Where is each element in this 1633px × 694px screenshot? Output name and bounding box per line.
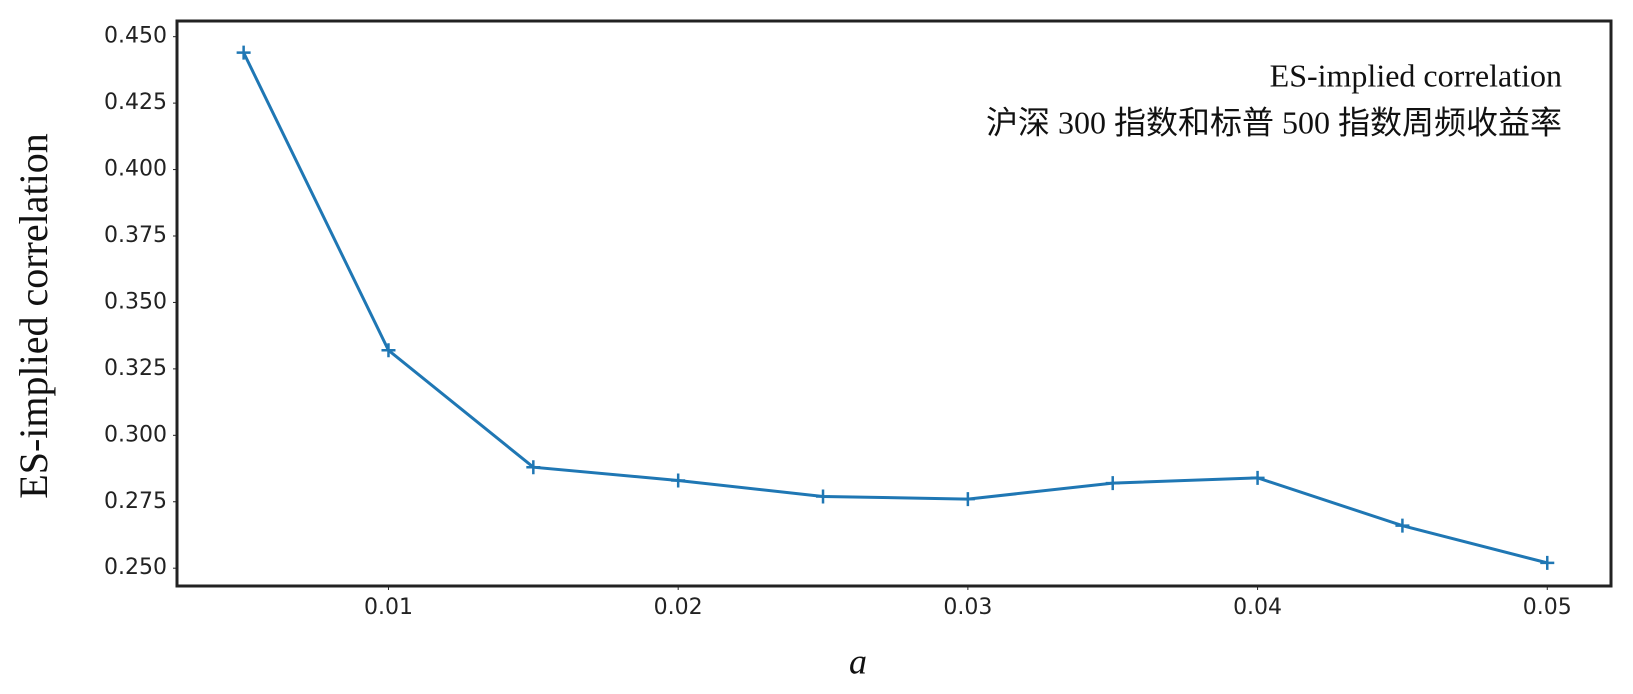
x-tick-label: 0.05 (1523, 595, 1572, 620)
y-tick-label: 0.375 (104, 223, 167, 248)
marker (381, 343, 396, 358)
x-tick-label: 0.03 (943, 595, 992, 620)
marker (236, 45, 251, 60)
annotation: 沪深 300 指数和标普 500 指数周频收益率 (986, 104, 1562, 140)
marker (1105, 476, 1120, 491)
x-axis-label: a (849, 641, 867, 681)
marker (1250, 470, 1265, 485)
marker (960, 492, 975, 507)
plot-frame (175, 19, 1613, 588)
marker (1395, 518, 1410, 533)
marker (671, 473, 686, 488)
marker (1540, 555, 1555, 570)
x-tick-label: 0.02 (654, 595, 703, 620)
x-tick-label: 0.01 (364, 595, 413, 620)
x-tick-label: 0.04 (1233, 595, 1282, 620)
y-tick-label: 0.400 (104, 157, 167, 182)
annotation: ES-implied correlation (1270, 57, 1562, 93)
y-tick-label: 0.250 (104, 555, 167, 580)
y-tick-label: 0.425 (104, 90, 167, 115)
y-tick-label: 0.300 (104, 422, 167, 447)
y-tick-label: 0.350 (104, 289, 167, 314)
y-tick-label: 0.275 (104, 489, 167, 514)
y-tick-label: 0.450 (104, 24, 167, 49)
marker (526, 460, 541, 475)
marker (816, 489, 831, 504)
y-tick-label: 0.325 (104, 356, 167, 381)
line (242, 51, 1548, 565)
y-axis-label: ES-implied correlation (11, 133, 56, 498)
